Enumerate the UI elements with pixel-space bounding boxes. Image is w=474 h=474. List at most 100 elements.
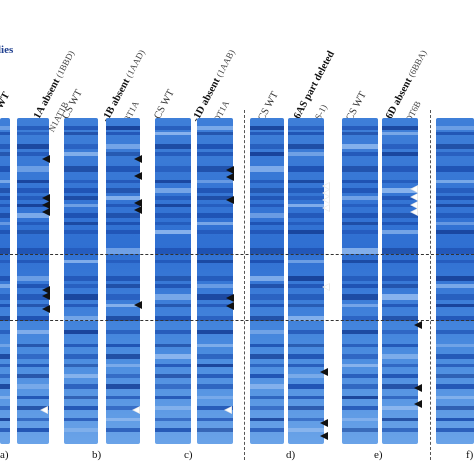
arrowhead-marker-icon — [414, 400, 422, 408]
gel-band — [106, 374, 140, 378]
gel-band — [342, 222, 378, 225]
gel-band — [155, 406, 191, 410]
gel-band — [64, 166, 98, 172]
gel-band — [250, 144, 284, 149]
gel-band — [106, 204, 140, 207]
gel-band — [0, 166, 10, 172]
gel-band — [250, 126, 284, 130]
gel-band — [382, 284, 418, 288]
gel-band — [106, 260, 140, 263]
gel-band — [288, 344, 324, 347]
gel-band — [197, 276, 233, 281]
gel-band — [155, 152, 191, 156]
gel-band — [250, 354, 284, 359]
gel-band — [64, 374, 98, 378]
arrowhead-marker-icon — [134, 206, 142, 214]
gel-band — [64, 222, 98, 225]
gel-band — [64, 406, 98, 410]
gel-band — [155, 230, 191, 234]
gel-band — [0, 230, 10, 234]
gel-band — [106, 230, 140, 234]
arrowhead-marker-icon — [320, 368, 328, 376]
hollow-arrowhead-marker-icon — [322, 283, 330, 291]
gel-band — [382, 126, 418, 130]
dashed-divider — [0, 320, 474, 321]
gel-band — [288, 374, 324, 378]
gel-band — [436, 364, 474, 367]
gel-band — [64, 428, 98, 432]
gel-band — [342, 276, 378, 281]
gel-lane — [250, 118, 284, 444]
gel-band — [17, 344, 49, 347]
gel-band — [106, 428, 140, 432]
arrowhead-marker-icon — [42, 292, 50, 300]
gel-band — [382, 294, 418, 300]
gel-band — [342, 354, 378, 359]
gel-band — [64, 213, 98, 218]
panel-letter-b: b) — [92, 449, 102, 461]
hollow-arrowhead-marker-icon — [322, 196, 330, 204]
gel-band — [197, 428, 233, 432]
gel-band — [250, 222, 284, 225]
gel-band — [106, 248, 140, 254]
gel-band — [197, 132, 233, 135]
arrowhead-marker-icon — [414, 321, 422, 329]
hollow-arrowhead-marker-icon — [322, 182, 330, 190]
arrowhead-marker-icon — [42, 305, 50, 313]
gel-band — [155, 304, 191, 307]
gel-band — [155, 428, 191, 432]
gel-band — [382, 428, 418, 432]
gel-band — [436, 304, 474, 307]
gel-band — [64, 260, 98, 263]
gel-band — [382, 384, 418, 389]
gel-band — [155, 204, 191, 207]
gel-band — [64, 180, 98, 183]
lane-label-c1-text: CS WT — [152, 87, 177, 121]
gel-band — [106, 276, 140, 281]
gel-band — [17, 166, 49, 172]
gel-band — [436, 316, 474, 321]
panel-letter-d: d) — [286, 449, 296, 461]
gel-band — [64, 364, 98, 367]
gel-band — [288, 406, 324, 410]
gel-band — [17, 396, 49, 399]
gel-band — [64, 248, 98, 254]
gel-band — [342, 230, 378, 234]
gel-band — [17, 354, 49, 359]
gel-band — [155, 180, 191, 183]
gel-band — [0, 374, 10, 378]
panel-divider — [244, 110, 245, 460]
gel-band — [382, 364, 418, 367]
gel-band — [64, 330, 98, 334]
gel-band — [0, 180, 10, 183]
gel-band — [17, 364, 49, 367]
arrowhead-marker-icon — [226, 166, 234, 174]
gel-band — [155, 354, 191, 359]
gel-band — [382, 406, 418, 410]
gel-band — [0, 126, 10, 130]
gel-band — [0, 418, 10, 421]
gel-band — [436, 126, 474, 130]
gel-band — [436, 230, 474, 234]
gel-band — [288, 284, 324, 288]
gel-band — [342, 166, 378, 172]
gel-band — [64, 230, 98, 234]
gel-band — [288, 276, 324, 281]
gel-band — [17, 316, 49, 321]
gel-band — [0, 384, 10, 389]
gel-panel-e — [342, 118, 424, 444]
gel-band — [436, 222, 474, 225]
gel-band — [288, 248, 324, 254]
gel-band — [197, 152, 233, 156]
arrowhead-marker-icon — [320, 432, 328, 440]
gel-band — [342, 330, 378, 334]
dashed-divider — [0, 254, 474, 255]
gel-band — [17, 180, 49, 183]
arrowhead-marker-icon — [226, 302, 234, 310]
gel-band — [17, 330, 49, 334]
gel-band — [288, 396, 324, 399]
gel-band — [250, 230, 284, 234]
gel-band — [0, 428, 10, 432]
gel-band — [64, 316, 98, 321]
gel-band — [155, 126, 191, 130]
